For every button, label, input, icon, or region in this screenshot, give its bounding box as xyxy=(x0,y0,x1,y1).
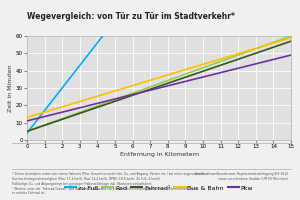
Text: Wegevergleich: von Tür zu Tür im Stadtverkehr*: Wegevergleich: von Tür zu Tür im Stadtve… xyxy=(27,12,235,21)
Text: * Zeiten beinhalten neben der reinen Fahrzeit (Pkw: Gesamtreisezeit inkl. Zu- un: * Zeiten beinhalten neben der reinen Fah… xyxy=(12,172,208,195)
Text: Quelle: Umweltbundesamt, Repräsentativbefragung 8/9 2014
sowie verschiedene Stud: Quelle: Umweltbundesamt, Repräsentativbe… xyxy=(195,172,288,181)
X-axis label: Entfernung in Kilometern: Entfernung in Kilometern xyxy=(119,152,199,157)
Y-axis label: Zeit in Minuten: Zeit in Minuten xyxy=(8,64,13,112)
Legend: zu Fuß, Rad, Fahrrad¹, Bus & Bahn, Pkw: zu Fuß, Rad, Fahrrad¹, Bus & Bahn, Pkw xyxy=(62,183,256,193)
